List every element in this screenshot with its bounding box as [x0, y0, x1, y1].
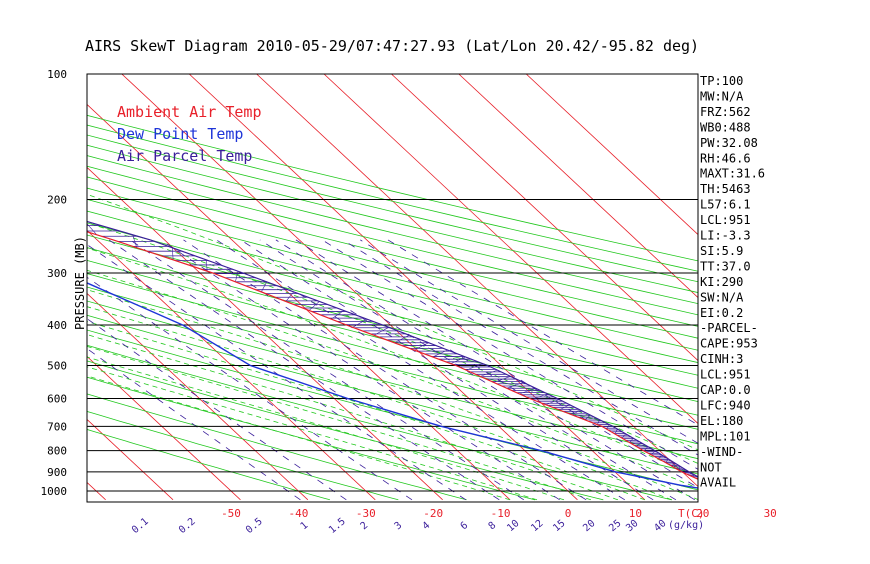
- mixing-ratio-label: 2: [359, 520, 371, 532]
- isotherm-line: [0, 74, 38, 500]
- mixing-ratio-label: 0.5: [244, 516, 265, 536]
- index-value: LFC:940: [700, 398, 751, 412]
- index-value: RH:46.6: [700, 151, 751, 165]
- x-tick-label-bottom: -40: [288, 507, 308, 520]
- mixing-ratio-line: [161, 240, 560, 500]
- mixing-ratio-label: 1.5: [327, 516, 348, 536]
- index-value: CINH:3: [700, 352, 743, 366]
- mixing-ratio-unit: (g/kg): [668, 520, 704, 531]
- y-axis-label: PRESSURE (MB): [73, 236, 87, 330]
- x-tick-label-bottom: 30: [764, 507, 777, 520]
- y-tick-label: 300: [47, 267, 67, 280]
- mixing-ratio-label: 0.2: [177, 516, 198, 536]
- mixing-ratio-line: [34, 240, 413, 500]
- x-tick-label-bottom: -50: [221, 507, 241, 520]
- y-tick-label: 1000: [41, 485, 68, 498]
- y-tick-label: 500: [47, 359, 67, 372]
- moist-adiabat-line: [0, 190, 672, 500]
- y-tick-label: 700: [47, 420, 67, 433]
- mixing-ratio-label: 20: [581, 518, 597, 534]
- cape-hatch-diagonal: [353, 319, 367, 327]
- index-value: TP:100: [700, 74, 743, 88]
- index-value: KI:290: [700, 275, 743, 289]
- index-value: EI:0.2: [700, 306, 743, 320]
- index-value: AVAIL: [700, 476, 736, 490]
- index-value: TH:5463: [700, 182, 751, 196]
- cape-hatch-diagonal: [622, 434, 625, 438]
- x-tick-label-bottom: -30: [356, 507, 376, 520]
- mixing-ratio-label: 8: [487, 520, 499, 532]
- moist-adiabat-line: [0, 247, 591, 500]
- index-value: MW:N/A: [700, 89, 744, 103]
- index-value: MAXT:31.6: [700, 167, 765, 181]
- index-value: CAP:0.0: [700, 383, 751, 397]
- legend-entry: Ambient Air Temp: [117, 103, 262, 121]
- mixing-ratio-line: [241, 240, 654, 500]
- index-value: -PARCEL-: [700, 321, 758, 335]
- index-value: CAPE:953: [700, 337, 758, 351]
- mixing-ratio-label: 40: [652, 518, 668, 534]
- x-tick-label-bottom: -10: [491, 507, 511, 520]
- parcel-temp-line: [0, 74, 757, 491]
- index-value: EL:180: [700, 414, 743, 428]
- moist-adiabat-line: [0, 99, 753, 500]
- profile-lines: [0, 74, 757, 491]
- x-tick-label-bottom: -20: [423, 507, 443, 520]
- index-value: LCL:951: [700, 213, 751, 227]
- mixing-ratio-line: [0, 240, 300, 500]
- y-tick-label: 400: [47, 319, 67, 332]
- x-tick-label-bottom: 0: [565, 507, 572, 520]
- mixing-ratio-label: 25: [607, 518, 623, 534]
- index-value: SW:N/A: [700, 290, 744, 304]
- cape-hatch-diagonal: [0, 189, 3, 205]
- isotherm-line: [257, 74, 713, 500]
- y-tick-label: 900: [47, 466, 67, 479]
- index-value: WB0:488: [700, 120, 751, 134]
- index-value: TT:37.0: [700, 259, 751, 273]
- index-value: MPL:101: [700, 429, 751, 443]
- index-value: L57:6.1: [700, 198, 751, 212]
- legend: Ambient Air Temp Dew Point Temp Air Parcel…: [117, 103, 262, 165]
- legend-entry: Dew Point Temp: [117, 125, 243, 143]
- mixing-ratio-label: 6: [459, 520, 471, 532]
- y-tick-label: 800: [47, 445, 67, 458]
- index-value: -WIND-: [700, 445, 743, 459]
- mixing-ratio-label: 4: [421, 520, 433, 532]
- mixing-ratio-label: 30: [624, 518, 640, 534]
- mixing-ratio-line: [388, 240, 828, 500]
- mixing-ratio-label: 0.1: [130, 516, 151, 536]
- y-tick-label: 200: [47, 194, 67, 207]
- y-tick-label: 600: [47, 392, 67, 405]
- dry-adiabat-line: [0, 74, 603, 500]
- cape-hatch-diagonal: [394, 335, 409, 343]
- mixing-ratio-label: 3: [393, 520, 405, 532]
- mixing-ratio-label: 10: [505, 518, 521, 534]
- index-value: FRZ:562: [700, 105, 751, 119]
- x-tick-label-bottom: 10: [629, 507, 642, 520]
- cape-hatch-diagonal: [32, 206, 52, 221]
- index-value: SI:5.9: [700, 244, 743, 258]
- isotherm-line: [0, 74, 106, 500]
- dry-adiabat-line: [0, 74, 672, 500]
- index-value: PW:32.08: [700, 136, 758, 150]
- y-tick-label: 100: [47, 68, 67, 81]
- moist-adiabat-line: [0, 165, 699, 500]
- chart-title: AIRS SkewT Diagram 2010-05-29/07:47:27.9…: [85, 37, 699, 55]
- legend-entry: Air Parcel Temp: [117, 147, 252, 165]
- mixing-ratio-label: 15: [551, 518, 567, 534]
- mixing-ratio-label: 1: [299, 520, 311, 532]
- index-value: LI:-3.3: [700, 229, 751, 243]
- x-axis-label: T(C): [678, 507, 705, 520]
- index-value: LCL:951: [700, 368, 751, 382]
- ambient-temp-line: [0, 74, 757, 491]
- index-value: NOT: [700, 460, 722, 474]
- mixing-ratio-label: 12: [529, 518, 545, 534]
